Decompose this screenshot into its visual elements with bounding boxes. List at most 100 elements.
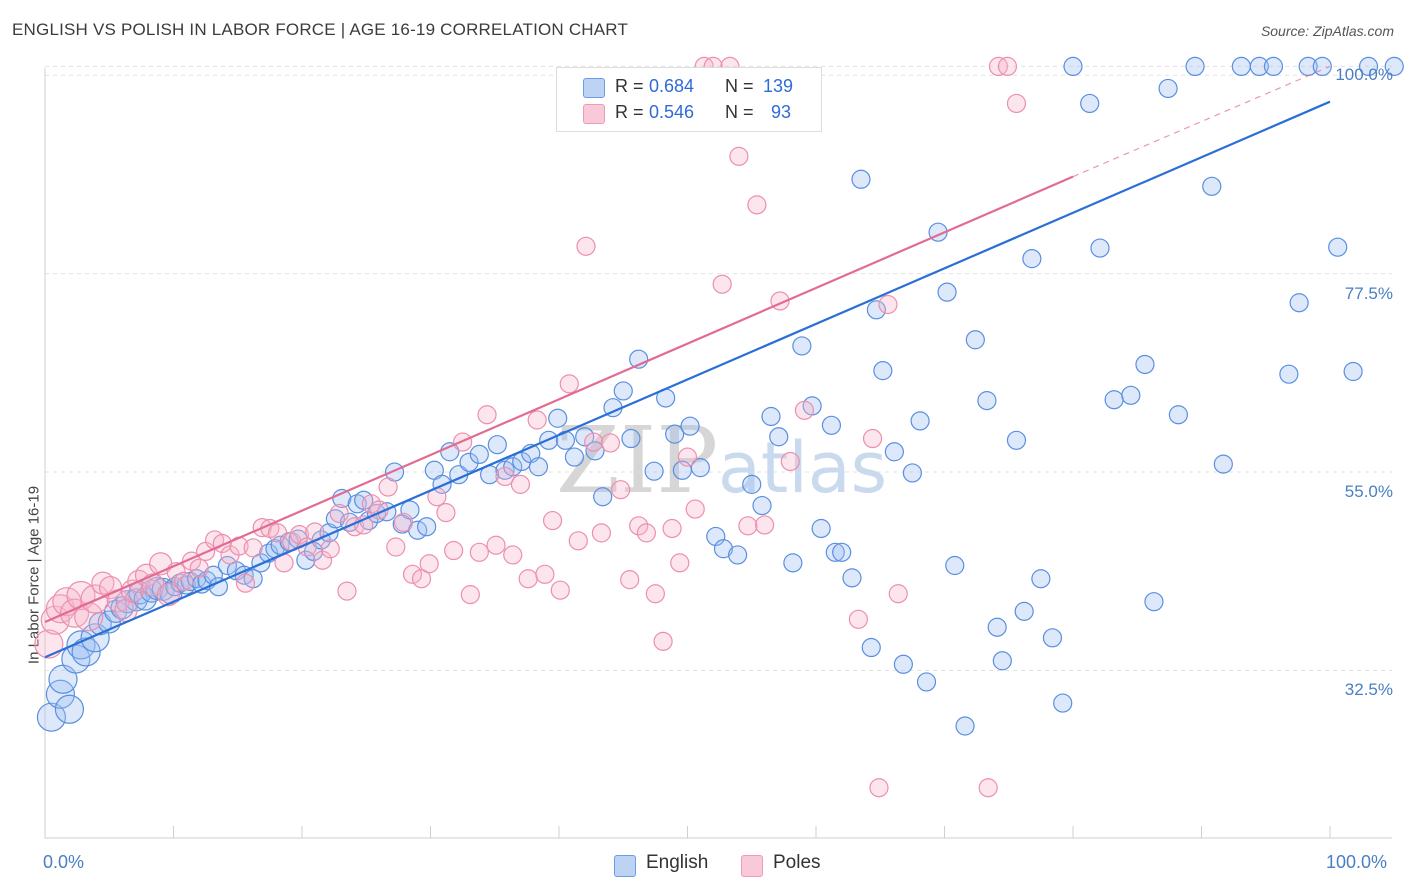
poles-point-92 [780, 451, 800, 472]
poles-point-82 [685, 499, 705, 519]
poles-point-90 [754, 515, 775, 535]
english-point-119 [1014, 601, 1034, 621]
english-n-value: 139 [763, 76, 794, 96]
poles-point-93 [794, 400, 815, 420]
english-point-106 [893, 654, 913, 674]
english-point-94 [792, 336, 812, 356]
poles-point-102 [1006, 93, 1027, 114]
y-tick-label-3: 100.0% [1335, 65, 1393, 85]
poles-point-38 [320, 539, 340, 559]
english-point-136 [1231, 56, 1251, 77]
english-point-102 [861, 637, 881, 658]
trend-lines [44, 65, 1331, 659]
poles-point-57 [477, 405, 497, 425]
poles-point-31 [267, 523, 288, 543]
english-point-73 [575, 427, 595, 447]
poles-point-52 [436, 503, 456, 523]
english-point-130 [1144, 592, 1164, 612]
poles-point-80 [670, 553, 690, 573]
legend-stats: R = 0.684 N = 139 R = 0.546 N = 93 [556, 67, 822, 132]
poles-point-43 [361, 494, 381, 514]
english-point-100 [842, 568, 862, 588]
chart-title: ENGLISH VS POLISH IN LABOR FORCE | AGE 1… [12, 20, 629, 39]
poles-point-40 [337, 581, 357, 601]
english-point-129 [1135, 354, 1155, 375]
english-point-88 [728, 545, 748, 565]
english-point-75 [593, 487, 613, 507]
poles-point-62 [518, 569, 538, 589]
legend-row-poles: R = 0.546 N = 93 [557, 102, 821, 128]
english-point-118 [1006, 430, 1027, 450]
poles-point-68 [568, 531, 588, 551]
poles-point-0 [34, 629, 64, 659]
poles-point-66 [550, 580, 570, 600]
poles-point-85 [712, 274, 732, 294]
english-point-144 [1343, 361, 1363, 382]
poles-point-37 [312, 550, 333, 570]
english-point-107 [902, 463, 922, 483]
poles-point-70 [584, 432, 604, 452]
english-point-112 [945, 555, 965, 576]
english-point-115 [977, 391, 997, 411]
poles-point-88 [738, 516, 758, 536]
poles-n-value: 93 [771, 102, 792, 122]
poles-point-74 [620, 570, 640, 590]
english-point-61 [469, 444, 489, 465]
english-point-44 [332, 488, 352, 509]
watermark-atlas: atlas [718, 427, 887, 509]
poles-point-50 [419, 554, 439, 574]
poles-point-45 [378, 477, 398, 497]
english-legend-swatch [614, 855, 636, 877]
english-point-78 [621, 428, 641, 449]
poles-point-46 [386, 537, 406, 557]
english-point-105 [884, 442, 904, 462]
poles-point-97 [878, 294, 898, 315]
poles-r-label: R = [615, 102, 644, 122]
english-point-125 [1080, 93, 1100, 114]
poles-trend-line [44, 175, 1074, 623]
english-point-98 [825, 542, 845, 562]
english-point-127 [1104, 390, 1124, 410]
poles-point-77 [645, 584, 665, 604]
english-point-65 [503, 457, 523, 477]
axes [44, 68, 1392, 839]
poles-point-94 [848, 609, 869, 629]
english-point-126 [1090, 238, 1110, 258]
english-point-114 [965, 330, 985, 350]
english-point-120 [1022, 249, 1042, 269]
poles-point-55 [460, 585, 480, 605]
y-tick-label-0: 32.5% [1344, 680, 1393, 700]
series-poles [34, 56, 1027, 798]
poles-point-59 [495, 466, 515, 487]
english-point-116 [987, 617, 1007, 637]
english-point-93 [783, 553, 803, 573]
y-tick-label-2: 77.5% [1344, 283, 1393, 303]
english-point-77 [613, 381, 633, 401]
english-point-97 [821, 415, 842, 435]
poles-point-72 [600, 433, 621, 453]
legend-row-english: R = 0.684 N = 139 [557, 76, 821, 102]
poles-point-17 [156, 583, 180, 607]
english-point-113 [955, 716, 975, 736]
poles-point-61 [510, 474, 531, 494]
poles-point-28 [243, 538, 263, 558]
poles-trend-extension [1072, 65, 1331, 178]
english-point-101 [851, 169, 871, 189]
x-tick-label-max: 100.0% [1326, 852, 1388, 872]
poles-n-label: N = [725, 102, 754, 122]
poles-point-73 [611, 480, 631, 500]
source-label: Source: ZipAtlas.com [1260, 23, 1394, 39]
english-point-82 [665, 424, 685, 444]
english-point-122 [1042, 628, 1063, 648]
english-point-99 [832, 542, 852, 562]
english-point-131 [1158, 78, 1178, 99]
english-point-146 [1384, 56, 1404, 77]
english-point-135 [1213, 454, 1233, 474]
english-r-label: R = [615, 76, 644, 96]
poles-point-81 [677, 447, 698, 467]
poles-point-78 [653, 631, 673, 651]
english-point-3 [54, 694, 85, 724]
english-point-90 [752, 495, 772, 516]
poles-point-58 [486, 535, 506, 555]
